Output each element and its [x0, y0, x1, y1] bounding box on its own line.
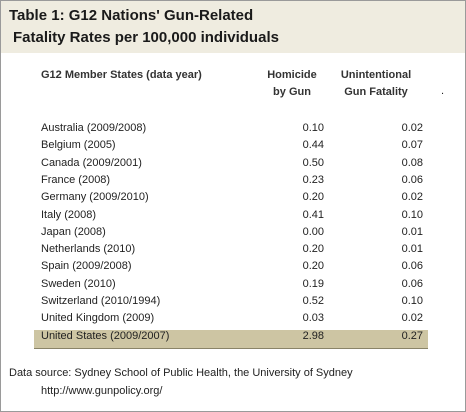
rate-cell: 0.02	[401, 312, 423, 325]
state-cell: Italy (2008)	[41, 208, 97, 221]
state-cell: France (2008)	[41, 173, 111, 186]
rate-cell: 0.19	[302, 277, 324, 290]
source-url: http://www.gunpolicy.org/	[41, 385, 163, 397]
rate-cell: 0.20	[302, 191, 324, 204]
rate-cell: 0.06	[401, 277, 423, 290]
state-cell: United Kingdom (2009)	[41, 312, 155, 325]
rate-cell: 0.01	[401, 243, 423, 256]
rate-cell: 0.10	[401, 295, 423, 307]
rate-cell: 0.41	[302, 208, 324, 221]
rate-cell: 0.23	[302, 173, 324, 186]
rate-cell: 0.06	[401, 173, 423, 186]
title: Fatality Rates per 100,000 individuals	[13, 29, 279, 46]
column-header: by Gun	[273, 86, 311, 98]
state-cell: Japan (2008)	[41, 225, 106, 238]
rate-cell: 0.10	[302, 122, 324, 134]
state-cell: Germany (2009/2010)	[41, 191, 149, 204]
rate-cell: 0.20	[302, 260, 324, 273]
rate-cell: 0.07	[401, 139, 423, 152]
rate-cell: 0.02	[401, 191, 423, 204]
rate-cell: 0.50	[302, 156, 324, 169]
state-cell: Netherlands (2010)	[41, 243, 136, 256]
state-cell: Australia (2009/2008)	[41, 122, 147, 134]
title-band	[1, 1, 465, 53]
state-cell: Canada (2009/2001)	[41, 156, 142, 169]
rate-cell: 2.98	[302, 329, 324, 342]
state-cell: Belgium (2005)	[41, 139, 116, 152]
header-mark: .	[441, 85, 445, 97]
column-header: G12 Member States (data year)	[41, 69, 202, 81]
row-highlight	[34, 330, 428, 349]
column-header: Gun Fatality	[344, 86, 408, 98]
rate-cell: 0.44	[302, 139, 324, 152]
state-cell: Switzerland (2010/1994)	[41, 295, 161, 307]
rate-cell: 0.01	[401, 225, 423, 238]
state-cell: United States (2009/2007)	[41, 329, 170, 342]
state-cell: Sweden (2010)	[41, 277, 116, 290]
rate-cell: 0.10	[401, 208, 423, 221]
rate-cell: 0.20	[302, 243, 324, 256]
rate-cell: 0.03	[302, 312, 324, 325]
rate-cell: 0.06	[401, 260, 423, 273]
column-header: Homicide	[267, 69, 317, 81]
rate-cell: 0.52	[302, 295, 324, 307]
rate-cell: 0.27	[401, 329, 423, 342]
rate-cell: 0.02	[401, 122, 423, 134]
state-cell: Spain (2009/2008)	[41, 260, 132, 273]
rate-cell: 0.08	[401, 156, 423, 169]
rate-cell: 0.00	[302, 225, 324, 238]
title: Table 1: G12 Nations' Gun-Related	[9, 7, 254, 24]
source-text: Data source: Sydney School of Public Hea…	[9, 367, 353, 379]
column-header: Unintentional	[340, 69, 412, 81]
